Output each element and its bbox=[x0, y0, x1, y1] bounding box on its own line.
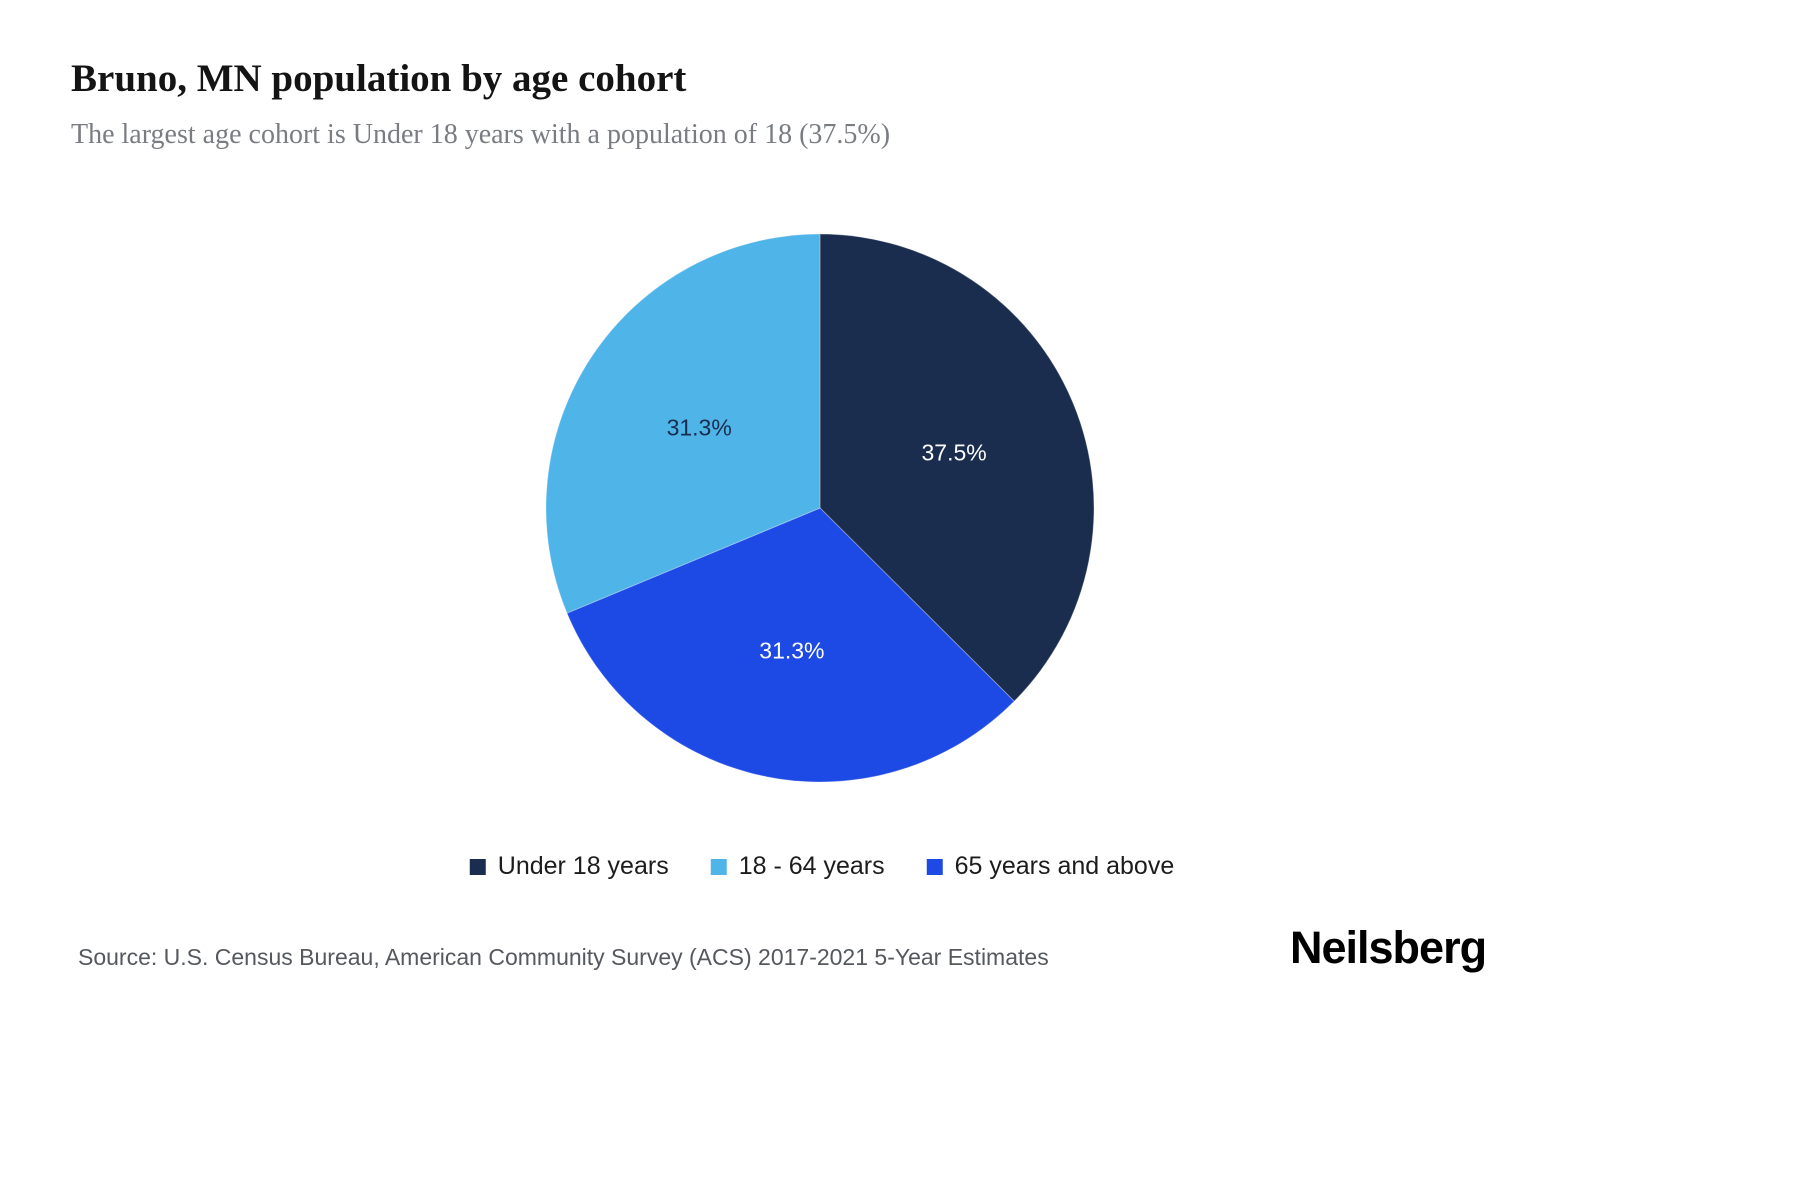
pie-percent-label-under-18-years: 37.5% bbox=[921, 439, 986, 465]
legend-swatch-icon bbox=[469, 858, 486, 875]
legend-item-18-64-years: 18 - 64 years bbox=[710, 852, 885, 881]
legend: Under 18 years 18 - 64 years 65 years and … bbox=[469, 852, 1175, 881]
pie-slice-18-64-years bbox=[545, 233, 821, 614]
chart-subtitle: The largest age cohort is Under 18 years… bbox=[71, 119, 891, 150]
pie-percent-label-18-64-years: 31.3% bbox=[667, 414, 732, 440]
pie-slice-under-18-years bbox=[819, 233, 1095, 702]
pie-slice-65-years-and-above bbox=[566, 507, 1015, 783]
legend-swatch-icon bbox=[710, 858, 727, 875]
neilsberg-logo: Neilsberg bbox=[1290, 922, 1487, 973]
pie-percent-label-65-years-and-above: 31.3% bbox=[759, 638, 824, 664]
pie-svg: 37.5% 31.3% 31.3% bbox=[545, 233, 1095, 783]
legend-label: 18 - 64 years bbox=[738, 852, 885, 880]
legend-swatch-icon bbox=[926, 858, 943, 875]
chart-title: Bruno, MN population by age cohort bbox=[71, 57, 687, 100]
legend-label: 65 years and above bbox=[954, 852, 1175, 880]
legend-item-under-18-years: Under 18 years bbox=[469, 852, 669, 881]
source-note: Source: U.S. Census Bureau, American Com… bbox=[78, 944, 1049, 970]
legend-item-65-years-and-above: 65 years and above bbox=[926, 852, 1175, 881]
pie-chart: 37.5% 31.3% 31.3% bbox=[542, 230, 1098, 786]
legend-label: Under 18 years bbox=[497, 852, 669, 880]
